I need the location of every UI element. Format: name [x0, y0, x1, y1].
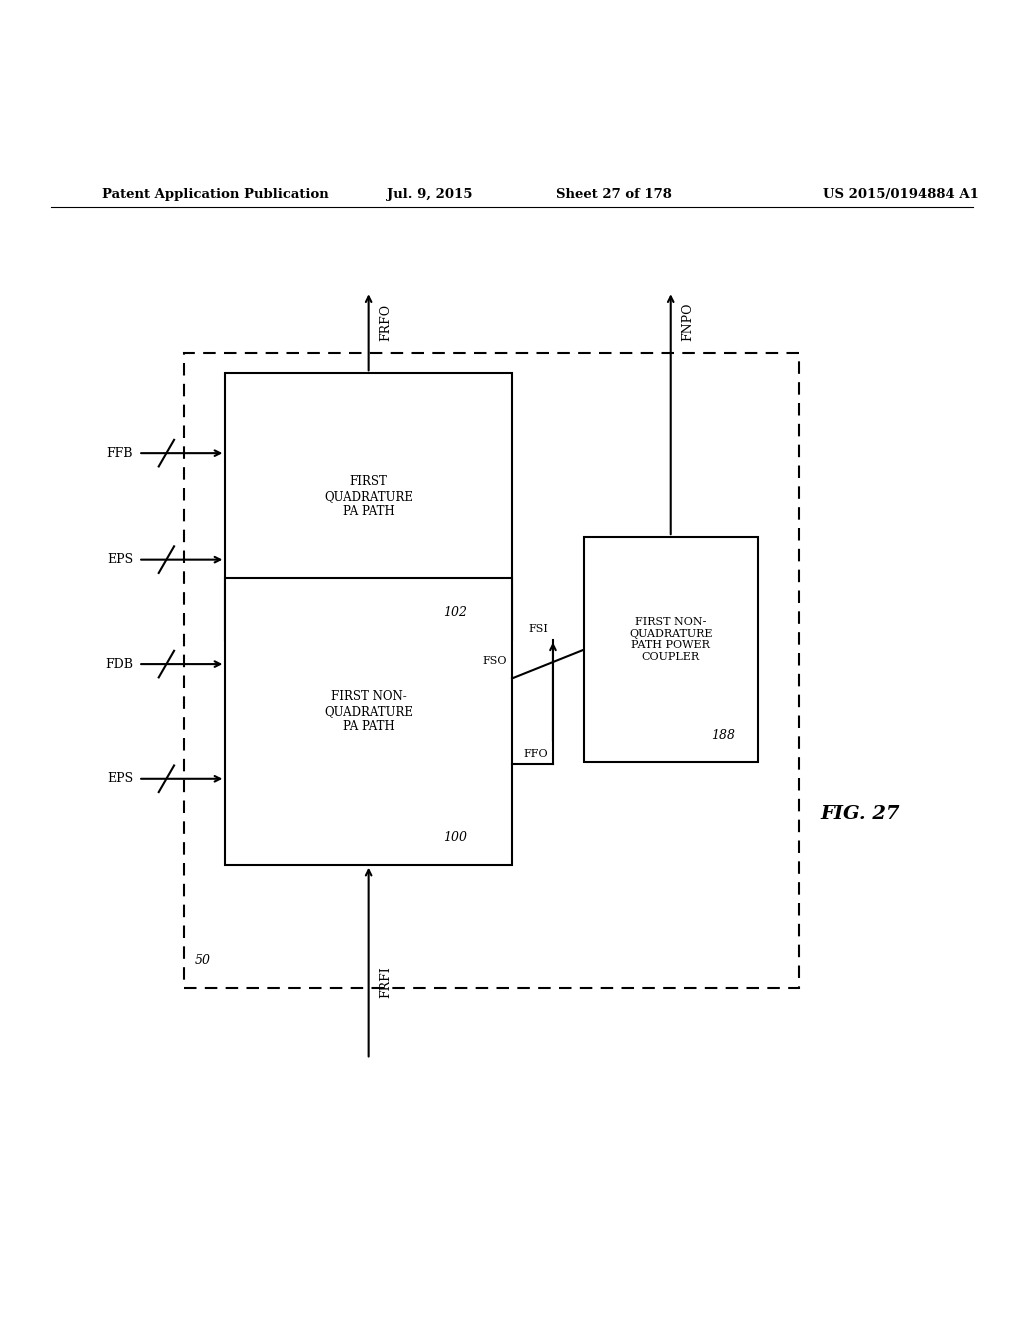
- Text: FIG. 27: FIG. 27: [820, 805, 900, 822]
- Text: 100: 100: [442, 832, 467, 845]
- Text: 50: 50: [195, 954, 211, 968]
- Text: FSO: FSO: [482, 656, 507, 667]
- Text: FIRST NON-
QUADRATURE
PATH POWER
COUPLER: FIRST NON- QUADRATURE PATH POWER COUPLER: [629, 618, 713, 661]
- Text: FNPO: FNPO: [681, 302, 694, 342]
- FancyBboxPatch shape: [225, 578, 512, 865]
- Text: FIRST
QUADRATURE
PA PATH: FIRST QUADRATURE PA PATH: [325, 475, 413, 517]
- Text: EPS: EPS: [106, 772, 133, 785]
- Text: FRFO: FRFO: [379, 304, 392, 341]
- Text: Jul. 9, 2015: Jul. 9, 2015: [387, 187, 473, 201]
- Text: FFO: FFO: [523, 750, 548, 759]
- Text: FDB: FDB: [105, 657, 133, 671]
- Text: FIRST NON-
QUADRATURE
PA PATH: FIRST NON- QUADRATURE PA PATH: [325, 689, 413, 733]
- Text: Patent Application Publication: Patent Application Publication: [102, 187, 329, 201]
- Text: FRFI: FRFI: [379, 966, 392, 998]
- Text: 188: 188: [711, 729, 735, 742]
- FancyBboxPatch shape: [584, 537, 758, 763]
- Text: Sheet 27 of 178: Sheet 27 of 178: [556, 187, 673, 201]
- Text: 102: 102: [442, 606, 467, 619]
- FancyBboxPatch shape: [225, 374, 512, 639]
- Text: FSI: FSI: [528, 624, 548, 635]
- Text: FFB: FFB: [106, 446, 133, 459]
- Text: US 2015/0194884 A1: US 2015/0194884 A1: [823, 187, 979, 201]
- Text: EPS: EPS: [106, 553, 133, 566]
